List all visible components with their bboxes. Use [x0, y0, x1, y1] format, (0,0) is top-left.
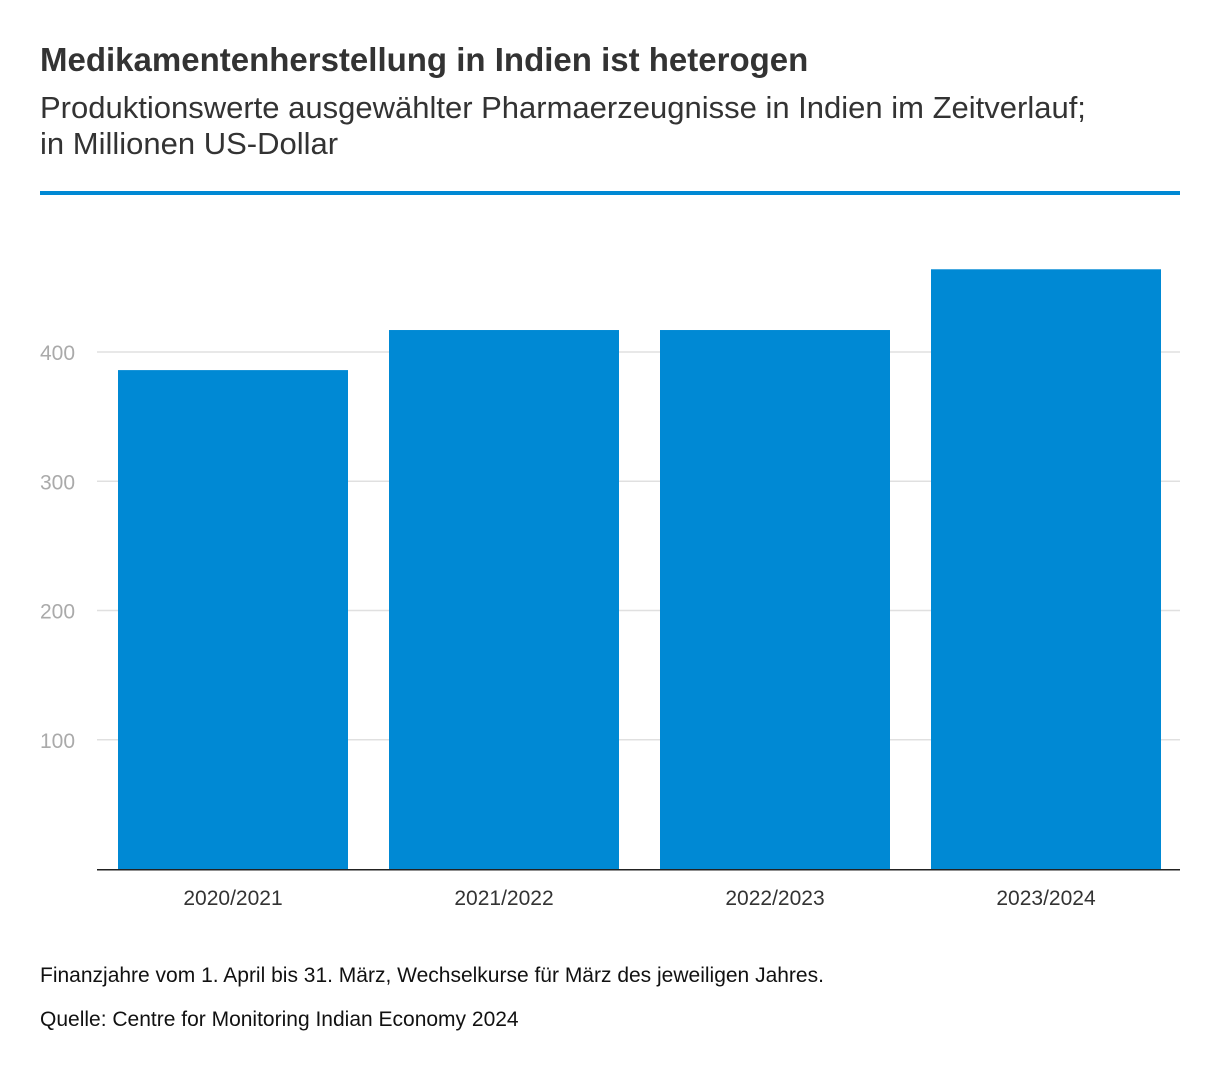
- y-tick-label: 100: [40, 730, 75, 753]
- x-tick-label: 2022/2023: [725, 887, 824, 910]
- x-tick-label: 2021/2022: [454, 887, 553, 910]
- bar-chart: 100 200 300 400 2020/2021 2021/2022 2022/2023…: [40, 269, 1180, 910]
- y-tick-label: 400: [40, 342, 75, 365]
- y-tick-labels: 100 200 300 400: [40, 342, 75, 753]
- x-tick-labels: 2020/2021 2021/2022 2022/2023 2023/2024: [183, 887, 1096, 910]
- bar-2020-2021: [118, 370, 348, 869]
- source-note: Quelle: Centre for Monitoring Indian Eco…: [40, 1008, 519, 1031]
- bars: [118, 269, 1161, 870]
- chart-subtitle: Produktionswerte ausgewählter Pharmaerze…: [40, 90, 1086, 161]
- chart-title: Medikamentenherstellung in Indien ist he…: [40, 41, 809, 78]
- bar-2021-2022: [389, 330, 619, 870]
- x-tick-label: 2023/2024: [996, 887, 1096, 910]
- y-tick-label: 200: [40, 601, 75, 624]
- bar-2023-2024: [931, 269, 1161, 869]
- footnote: Finanzjahre vom 1. April bis 31. März, W…: [40, 964, 824, 987]
- y-tick-label: 300: [40, 471, 75, 494]
- bar-2022-2023: [660, 330, 890, 870]
- x-tick-label: 2020/2021: [183, 887, 282, 910]
- header-divider: [40, 191, 1180, 195]
